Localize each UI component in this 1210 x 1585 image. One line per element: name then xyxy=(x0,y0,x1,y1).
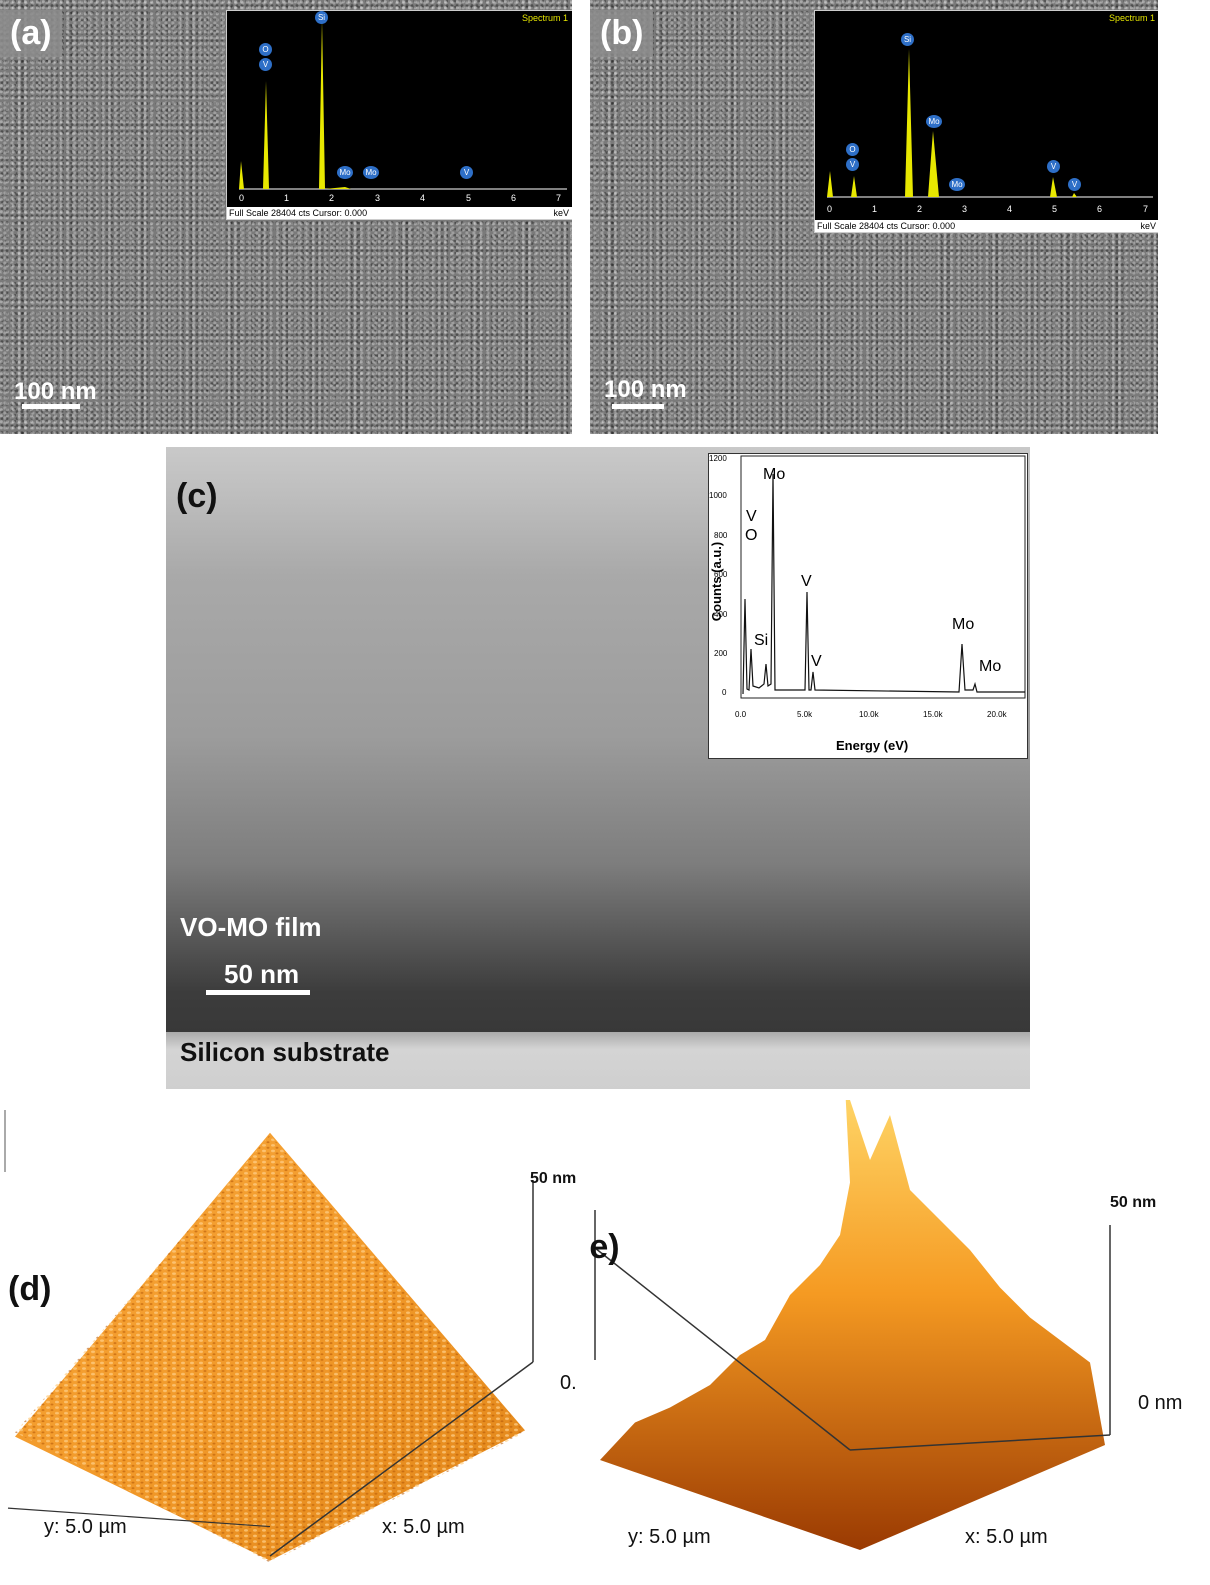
eds-tick: 1 xyxy=(872,204,878,214)
film-label: VO-MO film xyxy=(180,912,322,942)
peak-label: O xyxy=(745,527,758,544)
eds-inset-c: Counts (a.u.) Energy (eV) 1200 1000 800 … xyxy=(708,453,1028,759)
eds-footer-text: Full Scale 28404 cts Cursor: 0.000 xyxy=(229,208,368,218)
inset-xtick: 0.0 xyxy=(735,710,747,719)
eds-tick: 2 xyxy=(917,204,923,214)
eds-tick: 3 xyxy=(962,204,968,214)
inset-xtick: 5.0k xyxy=(797,710,813,719)
peak-label: Mo xyxy=(952,616,975,633)
eds-tick: 0 xyxy=(239,193,245,203)
panel-label-a: (a) xyxy=(0,10,62,57)
panel-label-d: (d) xyxy=(8,1270,52,1308)
inset-ytick: 200 xyxy=(714,649,728,658)
eds-label-si: Si xyxy=(315,11,328,24)
peak-label: V xyxy=(801,573,812,590)
eds-tick: 7 xyxy=(1143,204,1149,214)
eds-spectrum-b xyxy=(827,49,1153,198)
z-scale-label-e: 50 nm xyxy=(1110,1194,1157,1211)
eds-label-si: Si xyxy=(901,33,914,46)
scale-label-a: 100 nm xyxy=(14,378,97,405)
sem-image-a: (a) Spectrum 1 O V Si Mo Mo V 0 1 2 3 4 … xyxy=(0,0,572,434)
eds-tick: 0 xyxy=(827,204,833,214)
eds-unit: keV xyxy=(553,208,569,218)
inset-xtick: 10.0k xyxy=(859,710,879,719)
eds-tick: 5 xyxy=(466,193,472,203)
inset-ytick: 1000 xyxy=(709,491,727,500)
y-axis-label-d: y: 5.0 µm xyxy=(44,1516,127,1538)
inset-xtick: 20.0k xyxy=(987,710,1007,719)
peak-label: V xyxy=(746,508,757,525)
panel-label-b: (b) xyxy=(590,10,654,57)
eds-tick: 4 xyxy=(1007,204,1013,214)
afm-panel-d: (d) 50 nm 0. y: 5.0 µm x: 5.0 µm xyxy=(0,1110,590,1585)
inset-ytick: 400 xyxy=(714,610,728,619)
eds-footer-b: Full Scale 28404 cts Cursor: 0.000 keV xyxy=(815,220,1158,232)
peak-label: Si xyxy=(754,632,769,649)
eds-label-o: O xyxy=(259,43,272,56)
inset-ytick: 800 xyxy=(714,531,728,540)
inset-ytick: 600 xyxy=(714,570,728,579)
tem-image-c: (c) Counts (a.u.) Energy (eV) 1200 1000 … xyxy=(166,447,1030,1089)
eds-inset-a: Spectrum 1 O V Si Mo Mo V 0 1 2 3 4 5 6 … xyxy=(226,10,572,220)
panel-label-c: (c) xyxy=(176,477,218,515)
eds-label-mo: Mo xyxy=(926,115,942,128)
z-zero-label-d: 0. xyxy=(560,1372,577,1394)
eds-label-mo: Mo xyxy=(949,178,965,191)
afm-surface-e xyxy=(594,1100,1111,1550)
inset-ytick: 1200 xyxy=(709,454,727,463)
scale-label-c: 50 nm xyxy=(224,959,300,989)
z-zero-label-e: 0 nm xyxy=(1138,1392,1183,1414)
peak-label: V xyxy=(811,653,822,670)
eds-label-v: V xyxy=(1068,178,1081,191)
eds-spectrum-a xyxy=(239,19,567,190)
afm-surface-d xyxy=(4,1110,534,1563)
eds-label-v: V xyxy=(846,158,859,171)
scale-bar-a xyxy=(22,404,80,409)
eds-unit: keV xyxy=(1140,221,1156,231)
eds-tick: 2 xyxy=(329,193,335,203)
eds-footer-text: Full Scale 28404 cts Cursor: 0.000 xyxy=(817,221,956,231)
x-axis-label-e: x: 5.0 µm xyxy=(965,1526,1048,1548)
eds-footer-a: Full Scale 28404 cts Cursor: 0.000 keV xyxy=(227,207,572,219)
inset-xlabel: Energy (eV) xyxy=(836,738,909,753)
eds-tick: 6 xyxy=(511,193,517,203)
x-axis-label-d: x: 5.0 µm xyxy=(382,1516,465,1538)
z-scale-label-d: 50 nm xyxy=(530,1170,577,1187)
scale-bar-b xyxy=(612,404,664,409)
inset-xtick: 15.0k xyxy=(923,710,943,719)
eds-tick: 1 xyxy=(284,193,290,203)
eds-tick: 7 xyxy=(556,193,562,203)
eds-inset-b: Spectrum 1 O V Si Mo Mo V V 0 1 2 3 4 5 … xyxy=(814,10,1158,233)
peak-label: Mo xyxy=(979,658,1002,675)
eds-label-mo: Mo xyxy=(363,166,379,179)
eds-title-a: Spectrum 1 xyxy=(521,13,568,23)
eds-title-b: Spectrum 1 xyxy=(1108,13,1155,23)
eds-plot-c xyxy=(740,455,1026,699)
eds-tick: 6 xyxy=(1097,204,1103,214)
peak-label: Mo xyxy=(763,466,786,483)
inset-ytick: 0 xyxy=(722,688,727,697)
eds-tick: 5 xyxy=(1052,204,1058,214)
substrate-label: Silicon substrate xyxy=(180,1037,390,1067)
eds-label-o: O xyxy=(846,143,859,156)
eds-tick: 3 xyxy=(375,193,381,203)
scale-bar-c xyxy=(206,990,310,995)
eds-label-mo: Mo xyxy=(337,166,353,179)
afm-panel-e: (e) 50 nm 0 nm y: 5.0 µm x: 5.0 µm xyxy=(590,1100,1210,1585)
sem-image-b: (b) Spectrum 1 O V Si Mo Mo V V 0 1 2 3 … xyxy=(590,0,1158,434)
panel-label-e: (e) xyxy=(590,1228,620,1266)
eds-tick: 4 xyxy=(420,193,426,203)
eds-label-v: V xyxy=(460,166,473,179)
eds-label-v: V xyxy=(1047,160,1060,173)
eds-label-v: V xyxy=(259,58,272,71)
substrate-band xyxy=(166,1032,1030,1089)
y-axis-label-e: y: 5.0 µm xyxy=(628,1526,711,1548)
scale-label-b: 100 nm xyxy=(604,376,687,403)
